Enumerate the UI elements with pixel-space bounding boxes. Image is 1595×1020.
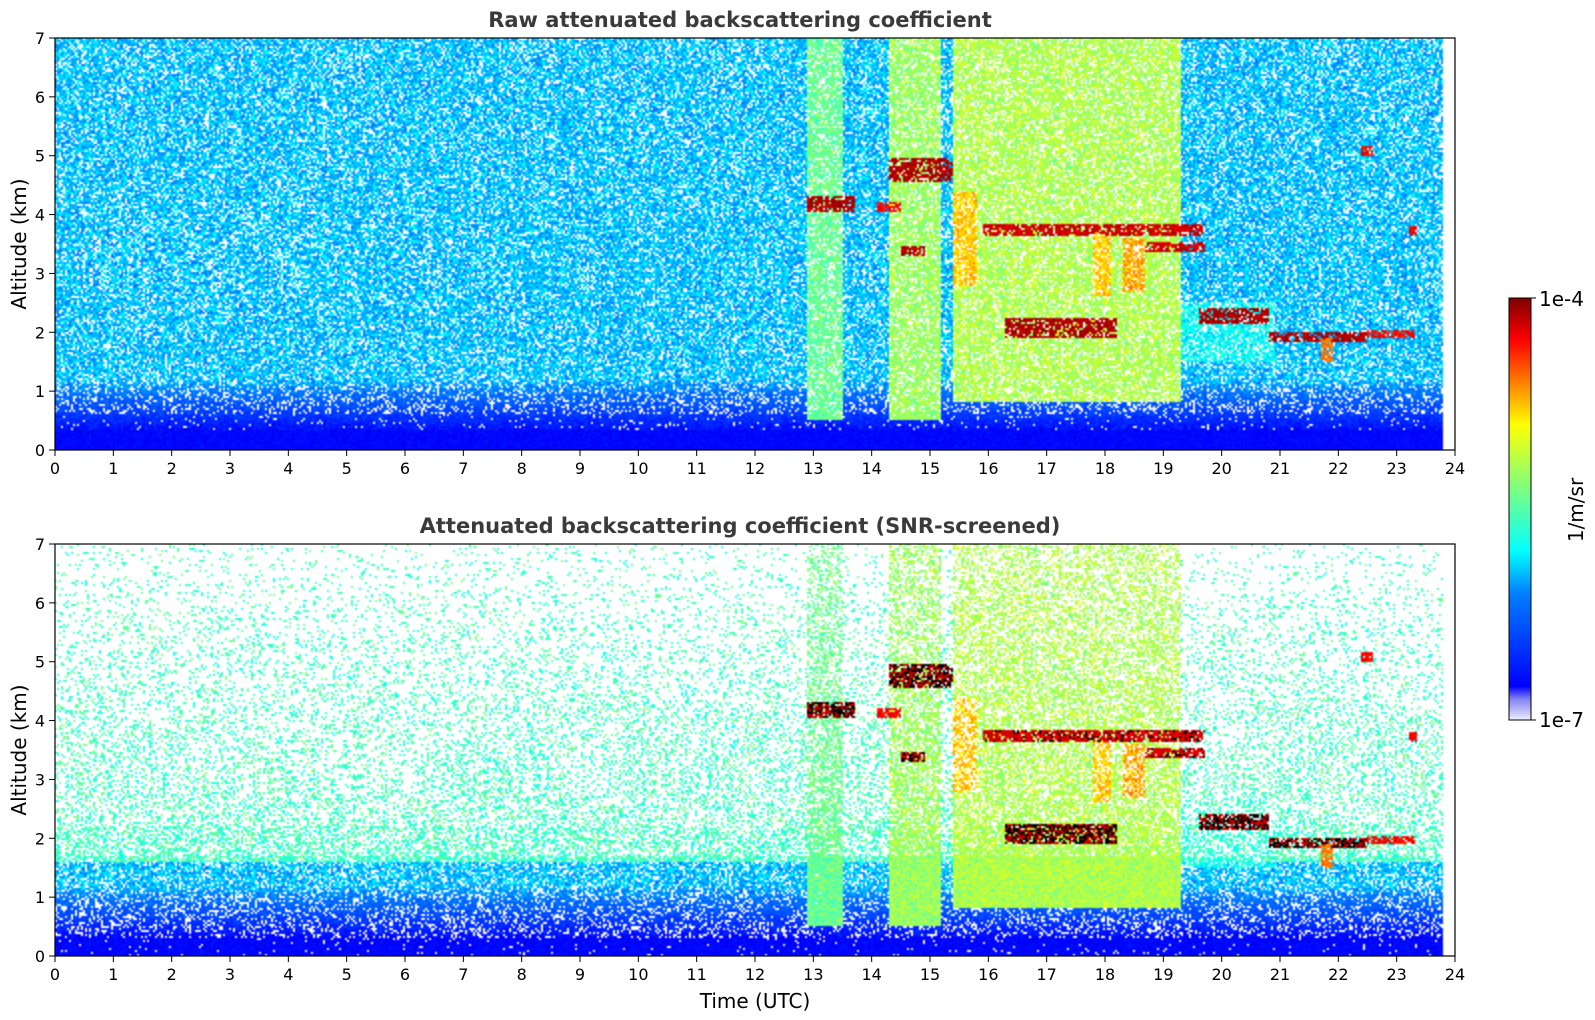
y-tick-label: 4 [35,206,45,225]
y-axis-screened: 0 1 2 3 4 5 6 7 [35,535,55,966]
x-tick-label: 15 [920,459,940,478]
x-tick-label: 24 [1445,965,1465,984]
y-tick-label: 2 [35,323,45,342]
x-tick-label: 3 [225,965,235,984]
x-tick-label: 10 [628,965,648,984]
x-tick-label: 24 [1445,459,1465,478]
x-tick-label: 21 [1270,965,1290,984]
x-tick-label: 20 [1211,965,1231,984]
x-tick-label: 21 [1270,459,1290,478]
x-tick-label: 11 [686,459,706,478]
x-tick-label: 15 [920,965,940,984]
x-tick-label: 14 [861,459,881,478]
x-tick-label: 2 [167,459,177,478]
backscatter-heatmap-screened [55,544,1455,956]
panel-raw: Raw attenuated backscattering coefficien… [7,8,1465,478]
x-tick-label: 11 [686,965,706,984]
x-tick-label: 7 [458,459,468,478]
y-tick-label: 5 [35,147,45,166]
x-tick-label: 1 [108,965,118,984]
panel-screened: Attenuated backscattering coefficient (S… [7,514,1465,1013]
backscatter-heatmap-raw [55,38,1455,450]
x-tick-label: 22 [1328,459,1348,478]
x-tick-label: 14 [861,965,881,984]
x-tick-label: 16 [978,459,998,478]
x-axis-screened: 0 1 2 3 4 5 6 7 8 9 10 11 12 13 14 15 16 17 18 19 20 21 22 23 24 [50,956,1465,984]
x-tick-label: 5 [342,459,352,478]
x-tick-label: 16 [978,965,998,984]
colorbar-min-label: 1e-7 [1539,708,1584,732]
x-tick-label: 7 [458,965,468,984]
x-tick-label: 22 [1328,965,1348,984]
x-tick-label: 18 [1095,965,1115,984]
x-axis-raw: 0 1 2 3 4 5 6 7 8 9 10 11 12 13 14 15 16 17 18 19 20 21 22 23 24 [50,450,1465,478]
y-tick-label: 6 [35,594,45,613]
y-tick-label: 3 [35,264,45,283]
x-tick-label: 12 [745,459,765,478]
x-tick-label: 12 [745,965,765,984]
x-tick-label: 0 [50,965,60,984]
x-tick-label: 5 [342,965,352,984]
x-tick-label: 6 [400,965,410,984]
y-tick-label: 0 [35,947,45,966]
colorbar-unit-label: 1/m/sr [1564,477,1588,542]
x-tick-label: 2 [167,965,177,984]
x-tick-label: 10 [628,459,648,478]
y-tick-label: 7 [35,535,45,554]
y-tick-label: 3 [35,770,45,789]
x-tick-label: 4 [283,459,293,478]
colorbar-max-label: 1e-4 [1539,287,1584,311]
x-tick-label: 9 [575,459,585,478]
x-tick-label: 1 [108,459,118,478]
y-axis-label-raw: Altitude (km) [7,178,31,309]
y-tick-label: 1 [35,382,45,401]
x-tick-label: 13 [803,459,823,478]
x-tick-label: 19 [1153,965,1173,984]
x-tick-label: 18 [1095,459,1115,478]
x-tick-label: 17 [1036,459,1056,478]
x-tick-label: 13 [803,965,823,984]
colorbar: 1e-4 1e-7 1/m/sr [1508,287,1588,732]
y-tick-label: 5 [35,653,45,672]
x-tick-label: 9 [575,965,585,984]
y-tick-label: 0 [35,441,45,460]
y-tick-label: 4 [35,712,45,731]
x-axis-label: Time (UTC) [699,989,811,1013]
x-tick-label: 20 [1211,459,1231,478]
x-tick-label: 19 [1153,459,1173,478]
y-tick-label: 7 [35,29,45,48]
x-tick-label: 8 [517,965,527,984]
x-tick-label: 6 [400,459,410,478]
y-tick-label: 2 [35,829,45,848]
y-axis-raw: 0 1 2 3 4 5 6 7 [35,29,55,460]
x-tick-label: 8 [517,459,527,478]
x-tick-label: 23 [1386,965,1406,984]
x-tick-label: 4 [283,965,293,984]
y-tick-label: 6 [35,88,45,107]
y-axis-label-screened: Altitude (km) [7,684,31,815]
x-tick-label: 23 [1386,459,1406,478]
chart-title-screened: Attenuated backscattering coefficient (S… [420,514,1061,538]
x-tick-label: 3 [225,459,235,478]
colorbar-gradient [1508,297,1532,721]
x-tick-label: 0 [50,459,60,478]
x-tick-label: 17 [1036,965,1056,984]
y-tick-label: 1 [35,888,45,907]
chart-title-raw: Raw attenuated backscattering coefficien… [488,8,992,32]
